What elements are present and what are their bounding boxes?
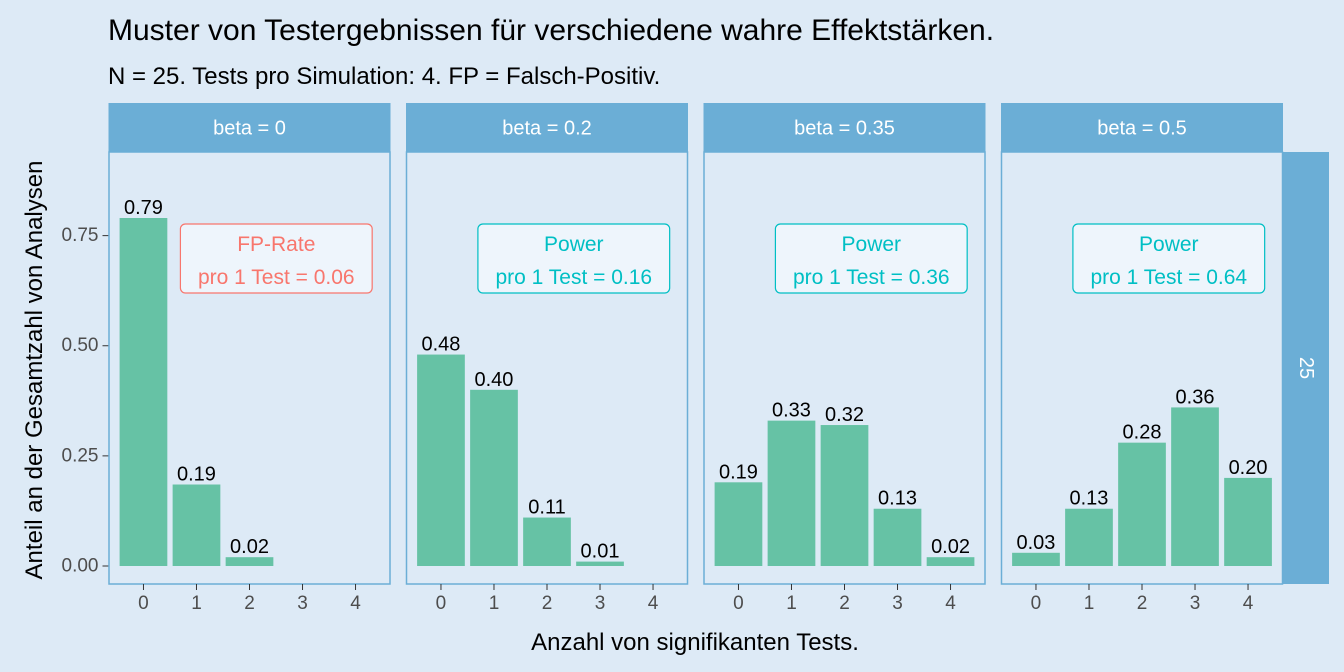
x-tick-label: 0: [733, 593, 744, 614]
annotation-box: FP-Rate pro 1 Test = 0.06: [179, 223, 373, 294]
facet-panel: beta = 0.5 0.03 0 0.13 1 0.28 2 0.36 3 0.20 4 Power…: [1000, 103, 1284, 614]
annotation-line-1: Power: [1139, 233, 1199, 256]
facet-strip-label: beta = 0.35: [794, 118, 895, 140]
x-tick-label: 0: [1031, 593, 1042, 614]
row-strip: 25: [1283, 152, 1329, 584]
x-tick-label: 4: [350, 593, 361, 614]
bar: [1012, 552, 1060, 566]
x-tick-label: 4: [1243, 593, 1254, 614]
bar: [119, 218, 168, 566]
x-tick-label: 3: [595, 593, 606, 614]
x-tick-label: 4: [648, 593, 659, 614]
bar-value-label: 0.33: [772, 400, 811, 422]
annotation-box-frame: [774, 223, 968, 294]
y-axis-label: Anteil an der Gesamtzahl von Analysen: [21, 161, 48, 580]
bar-value-label: 0.36: [1176, 386, 1215, 408]
bar-value-label: 0.19: [177, 464, 216, 486]
facet-panels: beta = 0 0.79 0 0.19 1 0.02 2 3 4 FP-Rate pro 1 Te…: [108, 103, 1284, 614]
bar: [225, 557, 274, 566]
annotation-line-1: FP-Rate: [237, 233, 315, 256]
bar: [470, 389, 518, 566]
annotation-box-frame: [179, 223, 373, 294]
bar-value-label: 0.40: [475, 369, 514, 391]
x-tick-label: 4: [945, 593, 956, 614]
bar: [1118, 442, 1166, 566]
bar: [1065, 508, 1113, 566]
x-tick-label: 0: [436, 593, 447, 614]
facet-panel: beta = 0.2 0.48 0 0.40 1 0.11 2 0.01 3 4 Power pro …: [405, 103, 689, 614]
row-strip-background: [1283, 152, 1329, 584]
bar-value-label: 0.13: [878, 488, 917, 510]
annotation-line-2: pro 1 Test = 0.16: [495, 266, 652, 289]
bar: [417, 354, 465, 566]
x-tick-label: 1: [489, 593, 500, 614]
annotation-line-1: Power: [544, 233, 604, 256]
annotation-box-frame: [1072, 223, 1266, 294]
x-tick-label: 3: [297, 593, 308, 614]
bar: [767, 420, 816, 566]
bar: [172, 484, 221, 566]
bar: [1171, 407, 1219, 566]
bar-value-label: 0.03: [1016, 532, 1055, 554]
y-tick-label: 0.25: [62, 445, 99, 466]
bar: [820, 425, 869, 566]
chart-subtitle: N = 25. Tests pro Simulation: 4. FP = Fa…: [108, 63, 660, 90]
annotation-box: Power pro 1 Test = 0.36: [774, 223, 968, 294]
y-axis: 0.00 0.25 0.50 0.75: [62, 225, 109, 577]
x-tick-label: 2: [244, 593, 255, 614]
bar-value-label: 0.02: [230, 536, 269, 558]
facet-strip-label: beta = 0.5: [1097, 118, 1187, 140]
bar-value-label: 0.20: [1229, 457, 1268, 479]
annotation-box: Power pro 1 Test = 0.64: [1072, 223, 1266, 294]
bar-value-label: 0.48: [421, 334, 460, 356]
x-tick-label: 1: [786, 593, 797, 614]
x-axis-label: Anzahl von signifikanten Tests.: [531, 629, 859, 656]
x-tick-label: 2: [542, 593, 553, 614]
facet-strip: [406, 103, 688, 152]
bar-value-label: 0.13: [1070, 488, 1109, 510]
annotation-line-2: pro 1 Test = 0.06: [198, 266, 355, 289]
row-strip-label: 25: [1295, 357, 1317, 379]
facet-panel: beta = 0 0.79 0 0.19 1 0.02 2 3 4 FP-Rate pro 1 Te…: [108, 103, 391, 614]
bar-value-label: 0.28: [1123, 422, 1162, 444]
y-tick-label: 0.75: [62, 225, 99, 246]
annotation-line-1: Power: [842, 233, 902, 256]
chart-title: Muster von Testergebnissen für verschied…: [108, 14, 994, 47]
y-tick-label: 0.00: [62, 556, 99, 577]
facet-strip: [108, 103, 391, 152]
bar: [714, 482, 763, 566]
bar-value-label: 0.11: [528, 497, 565, 519]
x-tick-label: 0: [138, 593, 149, 614]
facet-panel: beta = 0.35 0.19 0 0.33 1 0.32 2 0.13 3 0.02 4 Powe…: [703, 103, 986, 614]
facet-strip: [703, 103, 986, 152]
bar-value-label: 0.32: [825, 404, 864, 426]
x-tick-label: 3: [892, 593, 903, 614]
bar-value-label: 0.02: [931, 536, 970, 558]
bar: [576, 561, 624, 566]
annotation-box: Power pro 1 Test = 0.16: [477, 223, 671, 294]
x-tick-label: 2: [839, 593, 850, 614]
bar-value-label: 0.19: [719, 461, 758, 483]
bar: [1224, 477, 1272, 566]
bar: [926, 557, 975, 566]
annotation-box-frame: [477, 223, 671, 294]
bar-value-label: 0.79: [124, 197, 163, 219]
x-tick-label: 1: [191, 593, 202, 614]
facet-strip-label: beta = 0.2: [502, 118, 592, 140]
bar-value-label: 0.01: [581, 541, 620, 563]
x-tick-label: 3: [1190, 593, 1201, 614]
facet-strip: [1001, 103, 1283, 152]
bar: [873, 508, 922, 566]
bar: [523, 517, 571, 566]
x-tick-label: 2: [1137, 593, 1148, 614]
annotation-line-2: pro 1 Test = 0.64: [1090, 266, 1247, 289]
x-tick-label: 1: [1084, 593, 1095, 614]
y-tick-label: 0.50: [62, 335, 99, 356]
facet-strip-label: beta = 0: [213, 118, 286, 140]
annotation-line-2: pro 1 Test = 0.36: [793, 266, 950, 289]
